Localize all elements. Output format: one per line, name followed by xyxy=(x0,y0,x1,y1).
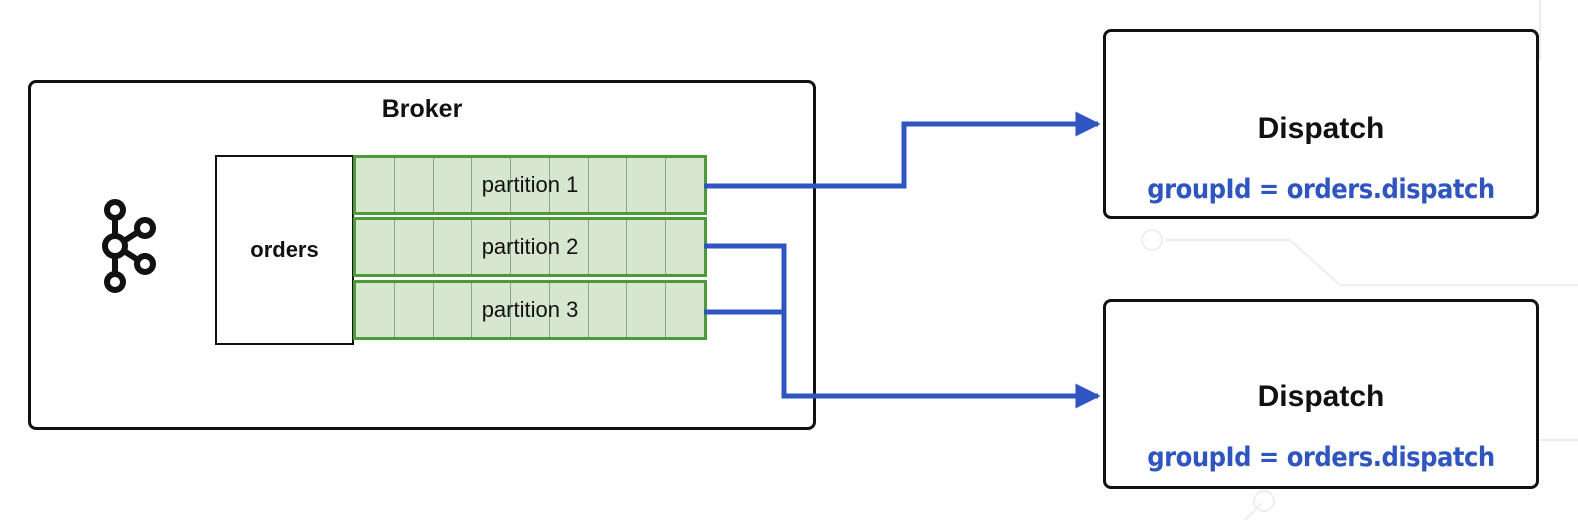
consumer-title: Dispatch xyxy=(1257,112,1385,145)
consumer-dispatch-1: Dispatch groupId = orders.dispatch xyxy=(1103,29,1539,219)
consumer-title: Dispatch xyxy=(1257,380,1385,413)
topic-orders-box: orders xyxy=(215,155,354,345)
partition-3: partition 3 xyxy=(353,280,707,340)
consumer-group-id: groupId = orders.dispatch xyxy=(1147,174,1495,205)
broker-title: Broker xyxy=(381,95,463,123)
kafka-icon xyxy=(102,199,156,293)
consumer-group-id: groupId = orders.dispatch xyxy=(1147,442,1495,473)
consumer-dispatch-2: Dispatch groupId = orders.dispatch xyxy=(1103,299,1539,489)
topic-name: orders xyxy=(250,237,319,262)
partition-label: partition 2 xyxy=(481,234,579,259)
partition-2: partition 2 xyxy=(353,217,707,277)
partition-label: partition 1 xyxy=(481,172,579,197)
partition-1: partition 1 xyxy=(353,155,707,215)
partition-label: partition 3 xyxy=(481,297,579,322)
